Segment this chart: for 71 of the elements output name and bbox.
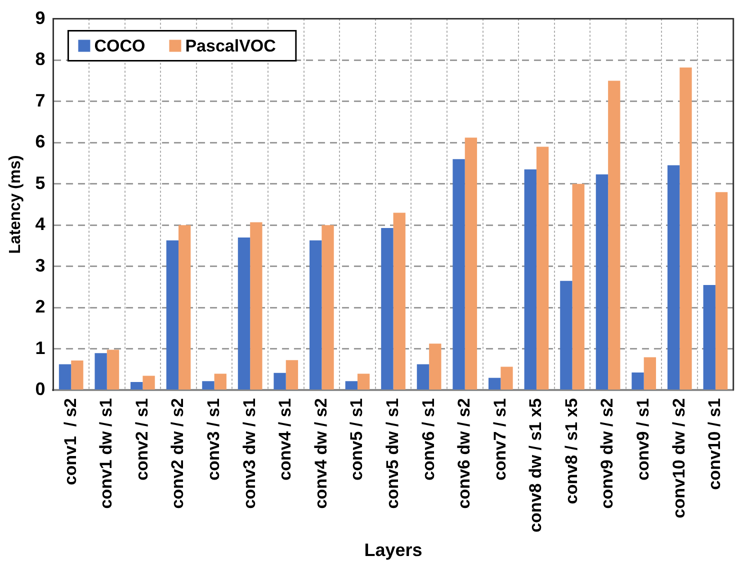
bar xyxy=(238,238,250,390)
y-tick-label: 7 xyxy=(35,90,46,110)
y-tick-label: 9 xyxy=(35,8,46,28)
x-tick-label: conv6 / s1 xyxy=(418,398,438,480)
bar xyxy=(500,366,513,390)
bar xyxy=(667,165,680,390)
x-tick-label: conv10 / s1 xyxy=(705,398,724,490)
bar xyxy=(452,159,465,390)
y-tick-label: 4 xyxy=(35,214,46,234)
bar xyxy=(310,240,322,390)
x-tick-label: conv5 dw / s1 xyxy=(382,398,402,509)
bar xyxy=(286,360,298,390)
bar xyxy=(178,225,191,390)
bar xyxy=(274,372,286,390)
x-tick-label: conv10 dw / s2 xyxy=(669,398,688,518)
bar xyxy=(429,344,442,390)
y-tick-label: 3 xyxy=(35,255,46,276)
y-tick-label: 5 xyxy=(35,172,46,193)
bar xyxy=(596,174,608,390)
bar xyxy=(416,364,430,390)
x-tick-label: conv3 / s1 xyxy=(204,398,223,480)
bar xyxy=(536,146,549,390)
bar xyxy=(322,225,334,390)
y-tick-label: 6 xyxy=(35,132,46,152)
y-tick-label: 2 xyxy=(35,296,46,317)
x-tick-label: conv2 dw / s2 xyxy=(168,398,188,509)
legend-label: COCO xyxy=(94,36,146,56)
bar xyxy=(644,357,656,390)
x-tick-label: conv4 / s1 xyxy=(276,398,295,480)
x-tick-label: conv4 dw / s2 xyxy=(311,398,330,509)
x-tick-label: conv7 / s1 xyxy=(490,398,510,480)
x-axis-title: Layers xyxy=(364,540,422,560)
x-tick-label: conv5 / s1 xyxy=(347,398,366,480)
bar xyxy=(524,169,536,390)
legend-label: PascalVOC xyxy=(185,36,276,56)
bar xyxy=(357,374,370,390)
x-tick-label: conv2 / s1 xyxy=(132,398,152,480)
bar xyxy=(560,280,572,390)
x-tick-label: conv9 / s1 xyxy=(634,398,653,480)
bar xyxy=(680,68,692,390)
bar xyxy=(345,381,358,390)
bar xyxy=(250,222,262,390)
bar xyxy=(703,284,716,390)
x-tick-label: conv3 dw / s1 xyxy=(240,398,259,509)
y-tick-label: 1 xyxy=(35,338,46,358)
bar xyxy=(94,353,107,390)
bar xyxy=(464,138,478,390)
y-tick-label: 8 xyxy=(35,49,46,70)
bar xyxy=(202,381,214,390)
bar xyxy=(71,360,84,390)
x-tick-label: conv1 dw / s1 xyxy=(96,398,116,509)
bar xyxy=(393,212,406,390)
x-tick-label: conv8 / s1 x5 xyxy=(562,398,581,504)
x-tick-label: conv6 dw / s2 xyxy=(454,398,474,509)
bar xyxy=(632,372,644,390)
bar xyxy=(214,374,226,390)
y-axis-title: Latency (ms) xyxy=(7,155,24,254)
bar xyxy=(166,240,178,390)
x-tick-label: conv1 / s2 xyxy=(60,398,80,486)
y-tick-label: 0 xyxy=(35,379,46,400)
x-tick-label: conv8 dw / s1 x5 xyxy=(526,398,546,532)
bar xyxy=(142,376,155,390)
x-tick-label: conv9 dw / s2 xyxy=(598,398,617,509)
bar xyxy=(130,382,143,390)
bar xyxy=(381,228,394,390)
bar xyxy=(488,378,501,390)
bar xyxy=(608,80,620,390)
bar xyxy=(715,192,728,390)
bar xyxy=(572,184,584,390)
bar xyxy=(58,364,72,390)
bar xyxy=(106,350,120,390)
